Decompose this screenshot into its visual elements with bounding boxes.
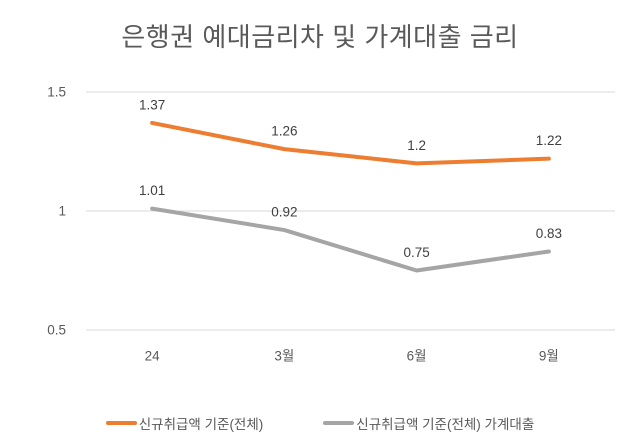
data-label: 1.01 xyxy=(139,183,165,198)
x-tick-label: 6월 xyxy=(407,349,427,364)
legend-label-series-1: 신규취급액 기준(전체) 가계대출 xyxy=(356,417,535,432)
y-tick-label: 1.5 xyxy=(47,85,66,100)
x-tick-label: 3월 xyxy=(274,349,294,364)
series-line-1 xyxy=(150,206,551,273)
data-label: 1.26 xyxy=(271,124,297,139)
data-label: 1.37 xyxy=(139,97,165,112)
y-tick-label: 1 xyxy=(58,204,66,219)
y-tick-label: 0.5 xyxy=(47,323,66,338)
data-label: 0.83 xyxy=(536,226,562,241)
legend-item-series-1: 신규취급액 기준(전체) 가계대출 xyxy=(323,413,534,433)
chart-title: 은행권 예대금리차 및 가계대출 금리 xyxy=(121,22,519,52)
data-label: 0.92 xyxy=(271,205,297,220)
legend-label-series-0: 신규취급액 기준(전체) xyxy=(138,417,264,432)
x-tick-label: 9월 xyxy=(539,349,559,364)
x-tick-label: 24 xyxy=(145,349,161,364)
legend-swatch-orange-line xyxy=(105,421,137,425)
data-label: 1.22 xyxy=(536,133,562,148)
line-chart-svg: 0.5 1 1.5 24 3월 6월 9월 1.37 1.26 1.2 1.22 1.01 0.92 0.… xyxy=(47,85,615,364)
legend-item-series-0: 신규취급액 기준(전체) xyxy=(105,413,264,433)
legend-swatch-gray-line xyxy=(323,421,355,425)
series-line-0 xyxy=(150,120,551,166)
legend: 신규취급액 기준(전체) 신규취급액 기준(전체) 가계대출 xyxy=(0,414,640,432)
data-label: 1.2 xyxy=(407,138,426,153)
data-label: 0.75 xyxy=(403,245,429,260)
